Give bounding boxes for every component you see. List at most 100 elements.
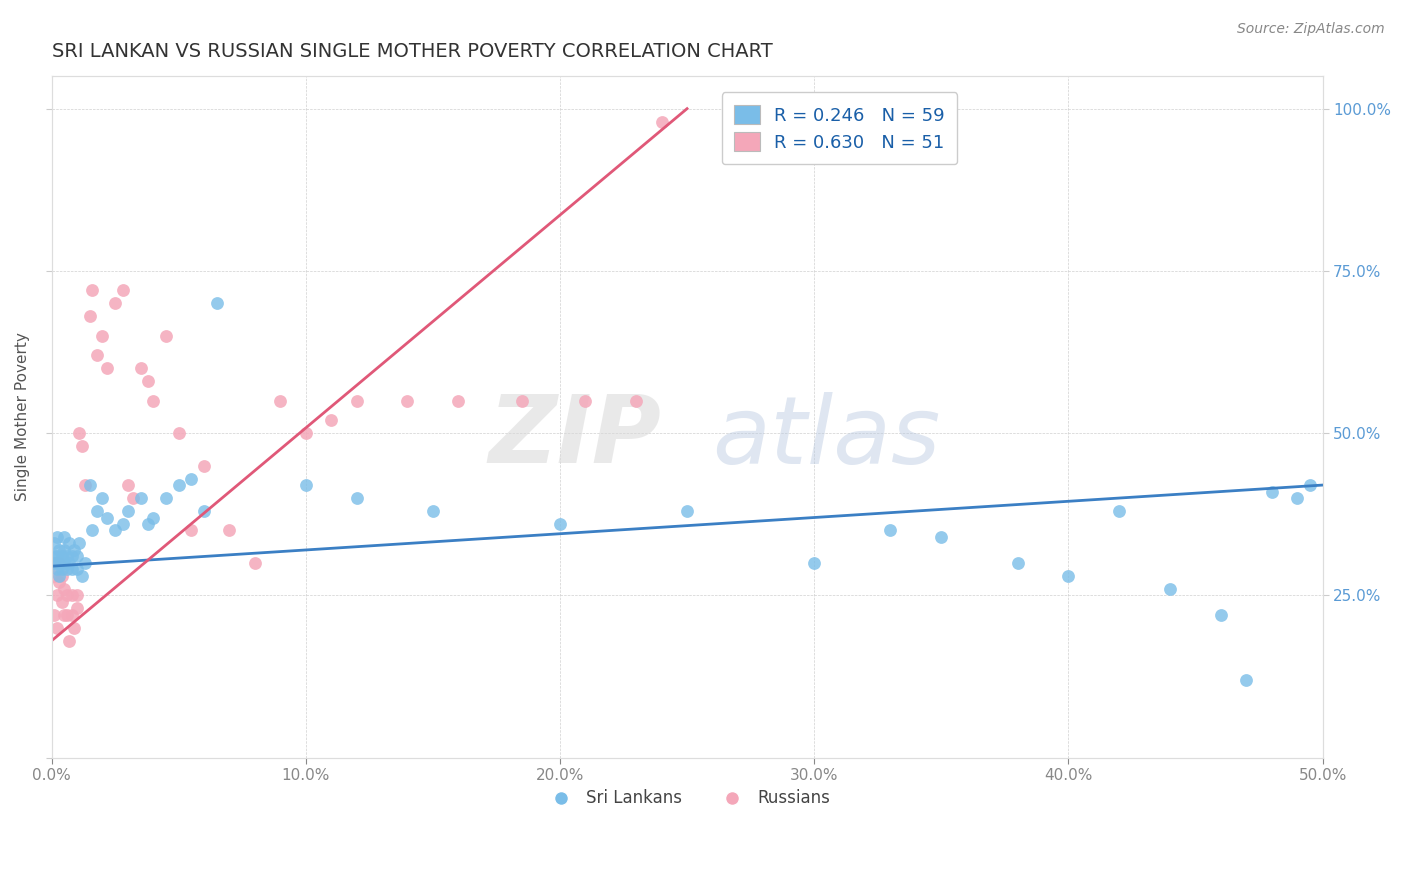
Point <box>180 472 202 486</box>
Point <box>396 393 419 408</box>
Point <box>1261 484 1284 499</box>
Point <box>129 491 152 505</box>
Point <box>48 556 70 570</box>
Point <box>96 361 118 376</box>
Point <box>60 562 83 576</box>
Point <box>55 562 77 576</box>
Point <box>193 504 215 518</box>
Point <box>48 569 70 583</box>
Point <box>55 588 77 602</box>
Point <box>53 543 76 558</box>
Point <box>142 393 165 408</box>
Point <box>73 556 96 570</box>
Point <box>70 439 93 453</box>
Point <box>180 524 202 538</box>
Point <box>96 510 118 524</box>
Point <box>321 413 343 427</box>
Point <box>42 556 65 570</box>
Point <box>42 556 65 570</box>
Point <box>879 524 901 538</box>
Point <box>1057 569 1080 583</box>
Point <box>1286 491 1309 505</box>
Point <box>1209 607 1232 622</box>
Point <box>104 524 127 538</box>
Point <box>73 478 96 492</box>
Point <box>79 310 101 324</box>
Point <box>346 491 368 505</box>
Point <box>111 516 134 531</box>
Text: Source: ZipAtlas.com: Source: ZipAtlas.com <box>1237 22 1385 37</box>
Point <box>294 478 316 492</box>
Point <box>58 556 80 570</box>
Point <box>91 491 114 505</box>
Point <box>122 491 145 505</box>
Point <box>45 562 67 576</box>
Point <box>48 575 70 590</box>
Point <box>136 516 159 531</box>
Point <box>1299 478 1322 492</box>
Point <box>51 562 73 576</box>
Point <box>269 393 291 408</box>
Point <box>48 556 70 570</box>
Point <box>53 582 76 596</box>
Point <box>929 530 952 544</box>
Point <box>66 601 89 615</box>
Point <box>803 556 825 570</box>
Point <box>218 524 240 538</box>
Point <box>45 556 67 570</box>
Point <box>53 530 76 544</box>
Point <box>69 426 91 441</box>
Point <box>548 516 571 531</box>
Point <box>63 543 86 558</box>
Point <box>574 393 596 408</box>
Point <box>58 536 80 550</box>
Point <box>82 524 104 538</box>
Point <box>60 588 83 602</box>
Point <box>45 549 67 564</box>
Point <box>66 588 89 602</box>
Point <box>193 458 215 473</box>
Point <box>243 556 266 570</box>
Point <box>42 536 65 550</box>
Point <box>53 607 76 622</box>
Point <box>1007 556 1029 570</box>
Point <box>55 549 77 564</box>
Point <box>447 393 470 408</box>
Text: atlas: atlas <box>713 392 941 483</box>
Point <box>142 510 165 524</box>
Point <box>129 361 152 376</box>
Point <box>63 621 86 635</box>
Point <box>651 114 673 128</box>
Point <box>82 284 104 298</box>
Point <box>117 478 139 492</box>
Point <box>70 569 93 583</box>
Point <box>91 328 114 343</box>
Point <box>167 426 190 441</box>
Point <box>51 595 73 609</box>
Point <box>42 569 65 583</box>
Point <box>66 549 89 564</box>
Point <box>60 607 83 622</box>
Point <box>69 536 91 550</box>
Point <box>117 504 139 518</box>
Point <box>45 530 67 544</box>
Point <box>624 393 647 408</box>
Point <box>167 478 190 492</box>
Point <box>422 504 444 518</box>
Point <box>60 549 83 564</box>
Point <box>51 569 73 583</box>
Point <box>45 621 67 635</box>
Point <box>1108 504 1130 518</box>
Point <box>55 607 77 622</box>
Point <box>53 556 76 570</box>
Point <box>1234 673 1257 687</box>
Point <box>51 549 73 564</box>
Point <box>42 607 65 622</box>
Point <box>79 478 101 492</box>
Point <box>346 393 368 408</box>
Y-axis label: Single Mother Poverty: Single Mother Poverty <box>15 333 30 501</box>
Point <box>42 549 65 564</box>
Legend: Sri Lankans, Russians: Sri Lankans, Russians <box>537 782 837 814</box>
Point <box>45 588 67 602</box>
Point <box>1159 582 1181 596</box>
